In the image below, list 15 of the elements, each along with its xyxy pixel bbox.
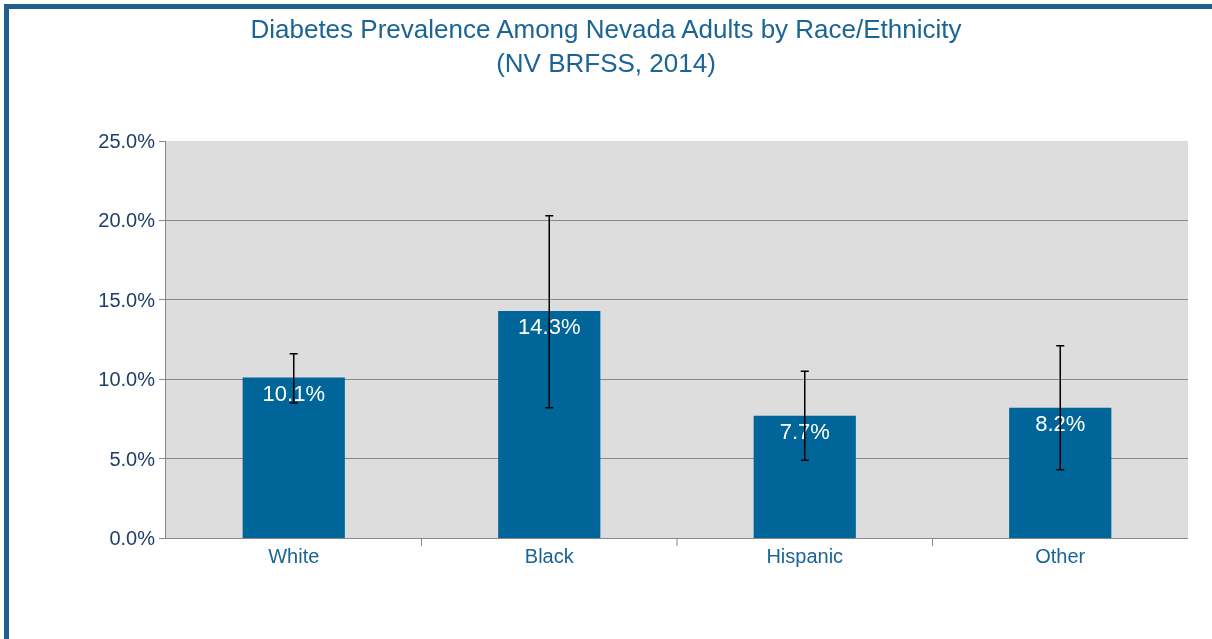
y-tick-label: 5.0% [109, 447, 156, 470]
chart-title: Diabetes Prevalence Among Nevada Adults by Race/Ethnicity (NV BRFSS, 2014) [250, 14, 962, 79]
x-tick-label: White [268, 545, 320, 567]
bar [242, 377, 345, 538]
y-tick-label: 15.0% [98, 288, 156, 311]
y-tick-label: 10.0% [98, 368, 156, 391]
bar [753, 415, 856, 538]
x-tick-label: Hispanic [766, 545, 844, 567]
y-tick-label: 25.0% [98, 130, 156, 152]
y-tick-label: 20.0% [98, 209, 156, 232]
bar [1009, 407, 1112, 538]
x-tick-label: Black [524, 545, 575, 567]
bar [498, 310, 601, 538]
y-tick-label: 0.0% [109, 527, 156, 549]
x-tick-label: Other [1035, 545, 1086, 567]
